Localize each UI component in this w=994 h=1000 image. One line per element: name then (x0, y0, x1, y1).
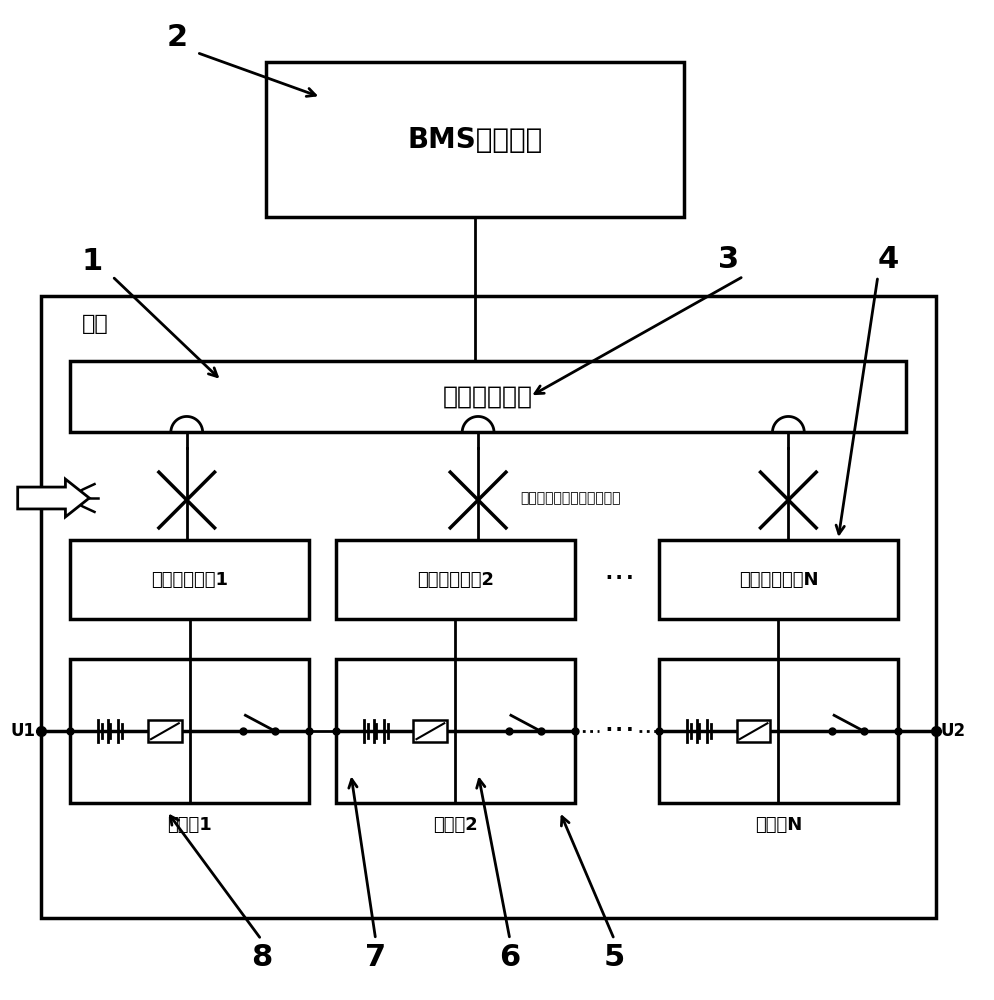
Text: BMS总控制器: BMS总控制器 (408, 126, 543, 154)
Bar (737, 720, 770, 742)
Bar (41, 296, 935, 918)
Text: 1: 1 (82, 247, 103, 276)
Text: 主机通讯模块: 主机通讯模块 (443, 385, 533, 409)
Text: 6: 6 (499, 943, 521, 972)
Text: 2: 2 (166, 23, 187, 52)
Bar (659, 540, 898, 619)
Text: 3: 3 (718, 245, 740, 274)
Bar (71, 659, 309, 803)
Bar (336, 659, 575, 803)
Bar (71, 540, 309, 619)
Bar (71, 361, 906, 432)
Text: 从机通讯模块N: 从机通讯模块N (739, 571, 818, 589)
Bar (266, 62, 684, 217)
Text: 7: 7 (365, 943, 387, 972)
Text: 外部环境光线干扰中断通讯: 外部环境光线干扰中断通讯 (520, 491, 620, 505)
Text: 从机通讯模块1: 从机通讯模块1 (151, 571, 229, 589)
Text: 电池组1: 电池组1 (167, 816, 212, 834)
Text: 电池组2: 电池组2 (432, 816, 477, 834)
Bar (659, 659, 898, 803)
Text: 电池组N: 电池组N (754, 816, 802, 834)
Text: ···: ··· (603, 715, 635, 748)
Text: 5: 5 (603, 943, 625, 972)
Text: ···: ··· (603, 563, 635, 596)
Bar (414, 720, 447, 742)
Text: U1: U1 (10, 722, 35, 740)
FancyArrow shape (18, 479, 89, 517)
Text: 8: 8 (250, 943, 272, 972)
Bar (148, 720, 182, 742)
Bar (336, 540, 575, 619)
Text: U2: U2 (941, 722, 966, 740)
Text: 4: 4 (877, 245, 899, 274)
Text: 箱体: 箱体 (82, 314, 108, 334)
Text: 从机通讯模块2: 从机通讯模块2 (416, 571, 494, 589)
